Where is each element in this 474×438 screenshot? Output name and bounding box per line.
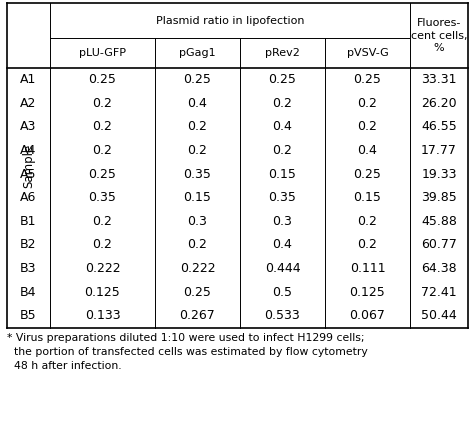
Text: pRev2: pRev2 xyxy=(265,48,300,58)
Text: 60.77: 60.77 xyxy=(421,239,457,251)
Text: 0.267: 0.267 xyxy=(180,309,215,322)
Text: B5: B5 xyxy=(20,309,37,322)
Text: B2: B2 xyxy=(20,239,37,251)
Text: 0.2: 0.2 xyxy=(357,97,377,110)
Text: A6: A6 xyxy=(20,191,36,204)
Text: B4: B4 xyxy=(20,286,37,299)
Text: 50.44: 50.44 xyxy=(421,309,457,322)
Text: pGag1: pGag1 xyxy=(179,48,216,58)
Text: 0.35: 0.35 xyxy=(269,191,296,204)
Text: 0.222: 0.222 xyxy=(180,262,215,275)
Text: A3: A3 xyxy=(20,120,36,134)
Text: B1: B1 xyxy=(20,215,37,228)
Text: 0.2: 0.2 xyxy=(92,239,112,251)
Text: 0.25: 0.25 xyxy=(354,73,382,86)
Text: 0.2: 0.2 xyxy=(92,215,112,228)
Text: 0.222: 0.222 xyxy=(85,262,120,275)
Text: 0.2: 0.2 xyxy=(92,120,112,134)
Text: 33.31: 33.31 xyxy=(421,73,457,86)
Text: 0.111: 0.111 xyxy=(350,262,385,275)
Text: 26.20: 26.20 xyxy=(421,97,457,110)
Text: 0.25: 0.25 xyxy=(89,73,117,86)
Text: 0.4: 0.4 xyxy=(273,239,292,251)
Text: 0.2: 0.2 xyxy=(357,215,377,228)
Text: 0.067: 0.067 xyxy=(349,309,385,322)
Text: 0.2: 0.2 xyxy=(273,144,292,157)
Text: the portion of transfected cells was estimated by flow cytometry: the portion of transfected cells was est… xyxy=(7,347,368,357)
Text: 0.125: 0.125 xyxy=(350,286,385,299)
Text: 0.125: 0.125 xyxy=(85,286,120,299)
Text: Sample: Sample xyxy=(22,143,35,187)
Text: 0.4: 0.4 xyxy=(357,144,377,157)
Text: 72.41: 72.41 xyxy=(421,286,457,299)
Text: 0.3: 0.3 xyxy=(188,215,208,228)
Text: 0.15: 0.15 xyxy=(269,168,296,181)
Text: Fluores-
cent cells,
%: Fluores- cent cells, % xyxy=(411,18,467,53)
Text: 0.35: 0.35 xyxy=(89,191,117,204)
Text: B3: B3 xyxy=(20,262,37,275)
Text: 39.85: 39.85 xyxy=(421,191,457,204)
Text: * Virus preparations diluted 1:10 were used to infect H1299 cells;: * Virus preparations diluted 1:10 were u… xyxy=(7,333,365,343)
Text: 17.77: 17.77 xyxy=(421,144,457,157)
Text: 0.2: 0.2 xyxy=(357,239,377,251)
Text: 0.25: 0.25 xyxy=(183,73,211,86)
Text: A4: A4 xyxy=(20,144,36,157)
Text: 0.2: 0.2 xyxy=(92,144,112,157)
Text: 0.533: 0.533 xyxy=(264,309,301,322)
Text: A1: A1 xyxy=(20,73,36,86)
Text: 64.38: 64.38 xyxy=(421,262,457,275)
Text: 0.2: 0.2 xyxy=(273,97,292,110)
Text: 0.4: 0.4 xyxy=(273,120,292,134)
Text: 0.2: 0.2 xyxy=(188,239,208,251)
Text: 0.25: 0.25 xyxy=(354,168,382,181)
Text: 0.15: 0.15 xyxy=(183,191,211,204)
Text: 48 h after infection.: 48 h after infection. xyxy=(7,361,122,371)
Text: 45.88: 45.88 xyxy=(421,215,457,228)
Text: 0.444: 0.444 xyxy=(264,262,301,275)
Text: 0.2: 0.2 xyxy=(188,144,208,157)
Text: A2: A2 xyxy=(20,97,36,110)
Text: 0.15: 0.15 xyxy=(354,191,382,204)
Text: 0.25: 0.25 xyxy=(183,286,211,299)
Text: 0.2: 0.2 xyxy=(188,120,208,134)
Text: 0.3: 0.3 xyxy=(273,215,292,228)
Text: Plasmid ratio in lipofection: Plasmid ratio in lipofection xyxy=(156,15,304,25)
Text: 0.25: 0.25 xyxy=(269,73,296,86)
Text: 0.2: 0.2 xyxy=(357,120,377,134)
Text: pLU-GFP: pLU-GFP xyxy=(79,48,126,58)
Text: 0.2: 0.2 xyxy=(92,97,112,110)
Text: 0.133: 0.133 xyxy=(85,309,120,322)
Text: 0.4: 0.4 xyxy=(188,97,208,110)
Text: pVSV-G: pVSV-G xyxy=(346,48,388,58)
Text: 0.25: 0.25 xyxy=(89,168,117,181)
Text: A5: A5 xyxy=(20,168,37,181)
Text: 0.35: 0.35 xyxy=(183,168,211,181)
Text: 0.5: 0.5 xyxy=(273,286,292,299)
Text: 19.33: 19.33 xyxy=(421,168,457,181)
Text: 46.55: 46.55 xyxy=(421,120,457,134)
